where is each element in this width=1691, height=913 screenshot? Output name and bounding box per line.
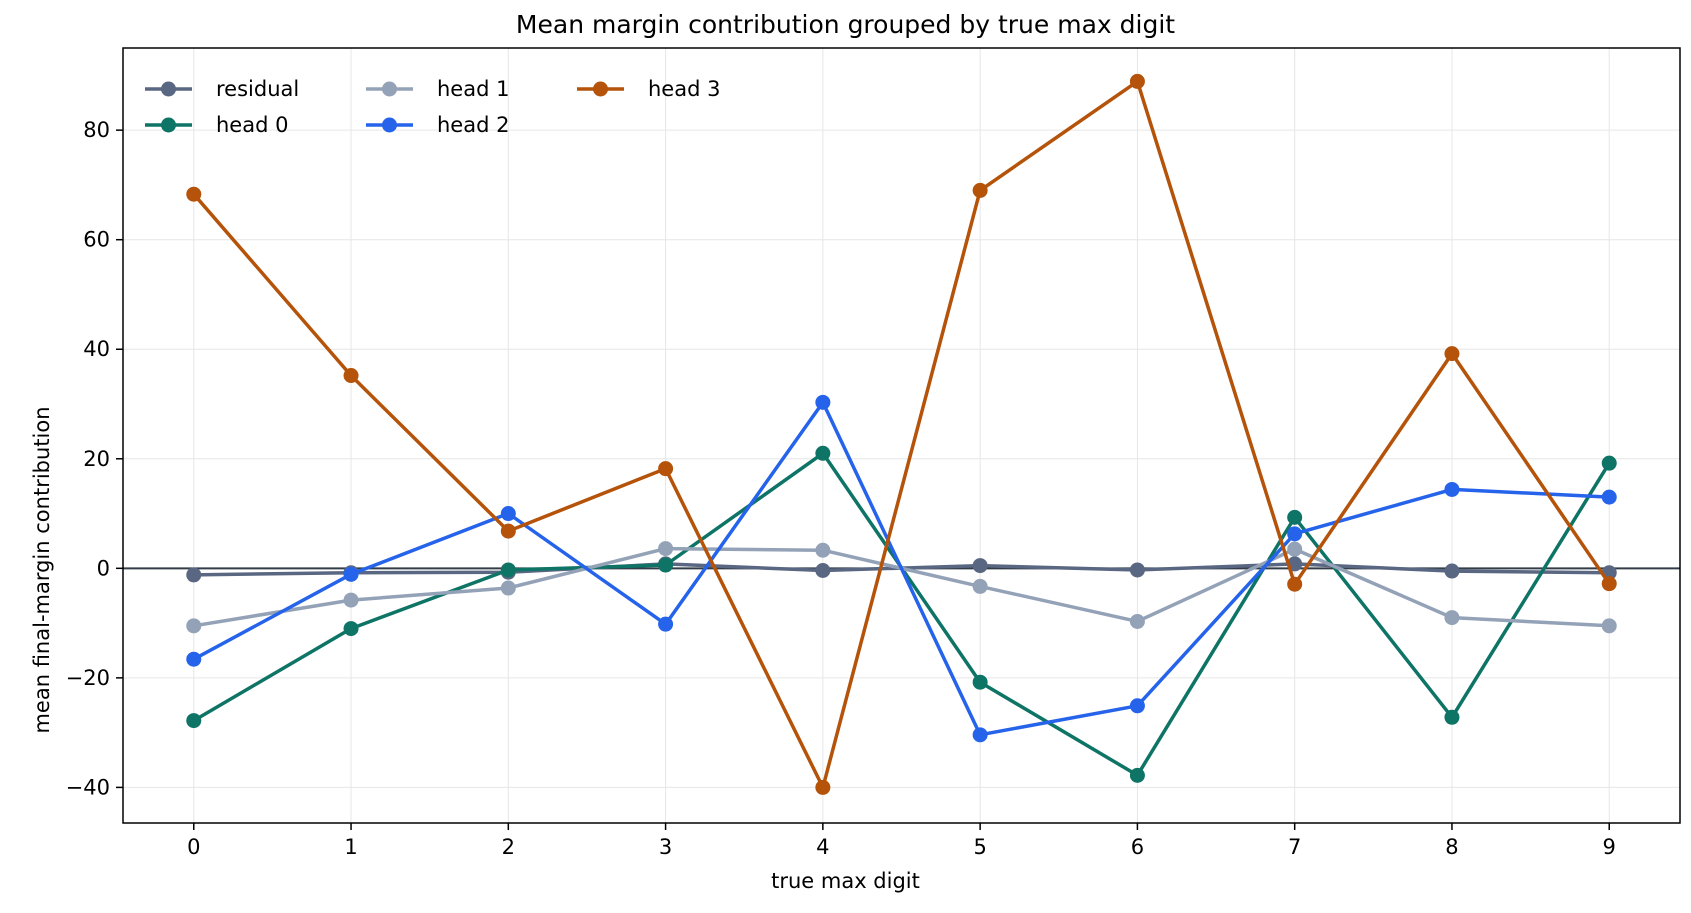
data-point-head-2-1 (343, 566, 359, 582)
data-point-head-3-9 (1601, 576, 1617, 592)
data-point-head-0-3 (658, 557, 674, 573)
series-line-head-1 (193, 546, 1610, 628)
data-point-head-2-0 (186, 651, 202, 667)
legend-marker-head-2 (382, 117, 397, 133)
data-point-head-1-5 (972, 578, 988, 594)
legend-marker-residual (161, 81, 176, 97)
data-point-residual-8 (1444, 563, 1460, 579)
series-line-head-2 (192, 400, 1610, 737)
data-point-head-1-3 (658, 541, 674, 557)
data-point-head-3-0 (186, 186, 202, 202)
data-point-head-3-2 (500, 523, 516, 539)
data-point-head-0-0 (186, 713, 202, 729)
x-tick-label-0: 0 (187, 835, 200, 859)
series-line-head-3 (192, 79, 1611, 790)
plot-frame (122, 47, 1681, 824)
y-tick-label-6: 80 (83, 118, 110, 142)
data-point-head-0-1 (343, 621, 359, 637)
data-point-residual-4 (815, 563, 831, 579)
data-point-head-1-6 (1129, 613, 1145, 629)
y-tick-label-2: 0 (97, 556, 110, 580)
data-point-head-0-9 (1601, 455, 1617, 471)
data-point-head-2-9 (1601, 489, 1617, 505)
data-point-head-3-5 (972, 182, 988, 198)
y-tick-label-4: 40 (83, 337, 110, 361)
x-tick-label-9: 9 (1603, 835, 1616, 859)
data-point-head-1-9 (1601, 618, 1617, 634)
data-point-head-0-5 (972, 674, 988, 690)
data-point-head-3-3 (658, 461, 674, 477)
legend-label-head-3: head 3 (648, 77, 720, 101)
legend-label-head-1: head 1 (437, 77, 509, 101)
data-point-head-0-8 (1444, 709, 1460, 725)
x-axis-label: true max digit (771, 869, 920, 893)
data-point-head-3-1 (343, 368, 359, 384)
data-point-head-2-8 (1444, 481, 1460, 497)
data-point-head-2-3 (658, 616, 674, 632)
y-tick-label-3: 20 (83, 447, 110, 471)
data-point-head-1-1 (343, 592, 359, 608)
data-point-head-3-8 (1444, 346, 1460, 362)
x-tick-label-4: 4 (816, 835, 829, 859)
x-tick-label-5: 5 (973, 835, 986, 859)
data-point-residual-5 (972, 558, 988, 574)
x-tick-label-3: 3 (659, 835, 672, 859)
x-tick-label-7: 7 (1288, 835, 1301, 859)
data-point-head-0-2 (500, 562, 516, 578)
data-point-head-0-7 (1287, 509, 1303, 525)
x-tick-label-2: 2 (502, 835, 515, 859)
legend-marker-head-1 (382, 81, 397, 97)
data-point-residual-0 (186, 567, 202, 583)
data-point-head-0-4 (815, 445, 831, 461)
y-tick-label-1: −20 (66, 666, 110, 690)
legend-marker-head-0 (161, 117, 176, 133)
data-point-head-3-4 (815, 779, 831, 795)
data-point-residual-6 (1129, 562, 1145, 578)
data-point-head-1-8 (1444, 610, 1460, 626)
data-point-head-1-2 (500, 580, 516, 596)
chart-legend: residual head 0 head 1 head 2 head 3 (145, 77, 720, 137)
y-tick-label-5: 60 (83, 228, 110, 252)
data-point-head-2-5 (972, 727, 988, 743)
data-point-head-2-4 (815, 394, 831, 410)
x-tick-label-8: 8 (1445, 835, 1458, 859)
data-point-head-3-6 (1129, 73, 1145, 89)
series-line-head-0 (192, 451, 1611, 778)
data-point-head-1-0 (186, 618, 202, 634)
data-point-head-2-6 (1129, 698, 1145, 714)
legend-label-head-0: head 0 (216, 113, 288, 137)
x-tick-label-1: 1 (344, 835, 357, 859)
data-point-head-3-7 (1287, 576, 1303, 592)
data-point-head-2-2 (500, 506, 516, 522)
data-point-head-2-7 (1287, 526, 1303, 542)
legend-label-residual: residual (216, 77, 299, 101)
data-point-head-0-6 (1129, 767, 1145, 783)
y-tick-label-0: −40 (66, 775, 110, 799)
x-tick-label-6: 6 (1131, 835, 1144, 859)
data-point-head-1-7 (1287, 541, 1303, 557)
legend-marker-head-3 (593, 81, 608, 97)
chart-title: Mean margin contribution grouped by true… (515, 10, 1176, 39)
data-point-head-1-4 (815, 542, 831, 558)
y-axis-label: mean final-margin contribution (30, 406, 54, 734)
legend-label-head-2: head 2 (437, 113, 509, 137)
